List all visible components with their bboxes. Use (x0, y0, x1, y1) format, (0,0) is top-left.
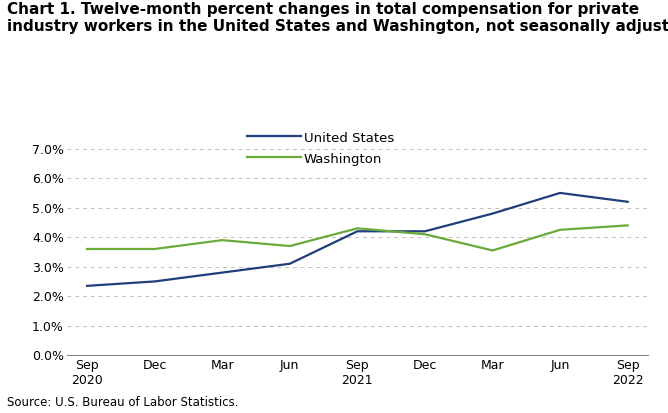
United States (83, 283, 91, 288)
Washington (286, 244, 294, 249)
Washington (556, 227, 564, 232)
Text: industry workers in the United States and Washington, not seasonally adjusted: industry workers in the United States an… (7, 19, 668, 33)
Line: Washington: Washington (87, 225, 628, 250)
United States (421, 229, 429, 234)
United States (624, 199, 632, 204)
United States (488, 211, 496, 216)
United States (218, 270, 226, 275)
United States (151, 279, 159, 284)
Washington (83, 247, 91, 252)
Line: United States: United States (87, 193, 628, 286)
Text: Washington: Washington (304, 152, 382, 166)
United States (556, 190, 564, 195)
United States (286, 261, 294, 266)
United States (353, 229, 361, 234)
Washington (353, 226, 361, 231)
Text: Chart 1. Twelve-month percent changes in total compensation for private: Chart 1. Twelve-month percent changes in… (7, 2, 639, 17)
Washington (421, 232, 429, 237)
Washington (624, 223, 632, 228)
Text: United States: United States (304, 132, 394, 145)
Washington (488, 248, 496, 253)
Washington (218, 237, 226, 242)
Text: Source: U.S. Bureau of Labor Statistics.: Source: U.S. Bureau of Labor Statistics. (7, 396, 238, 409)
Washington (151, 247, 159, 252)
